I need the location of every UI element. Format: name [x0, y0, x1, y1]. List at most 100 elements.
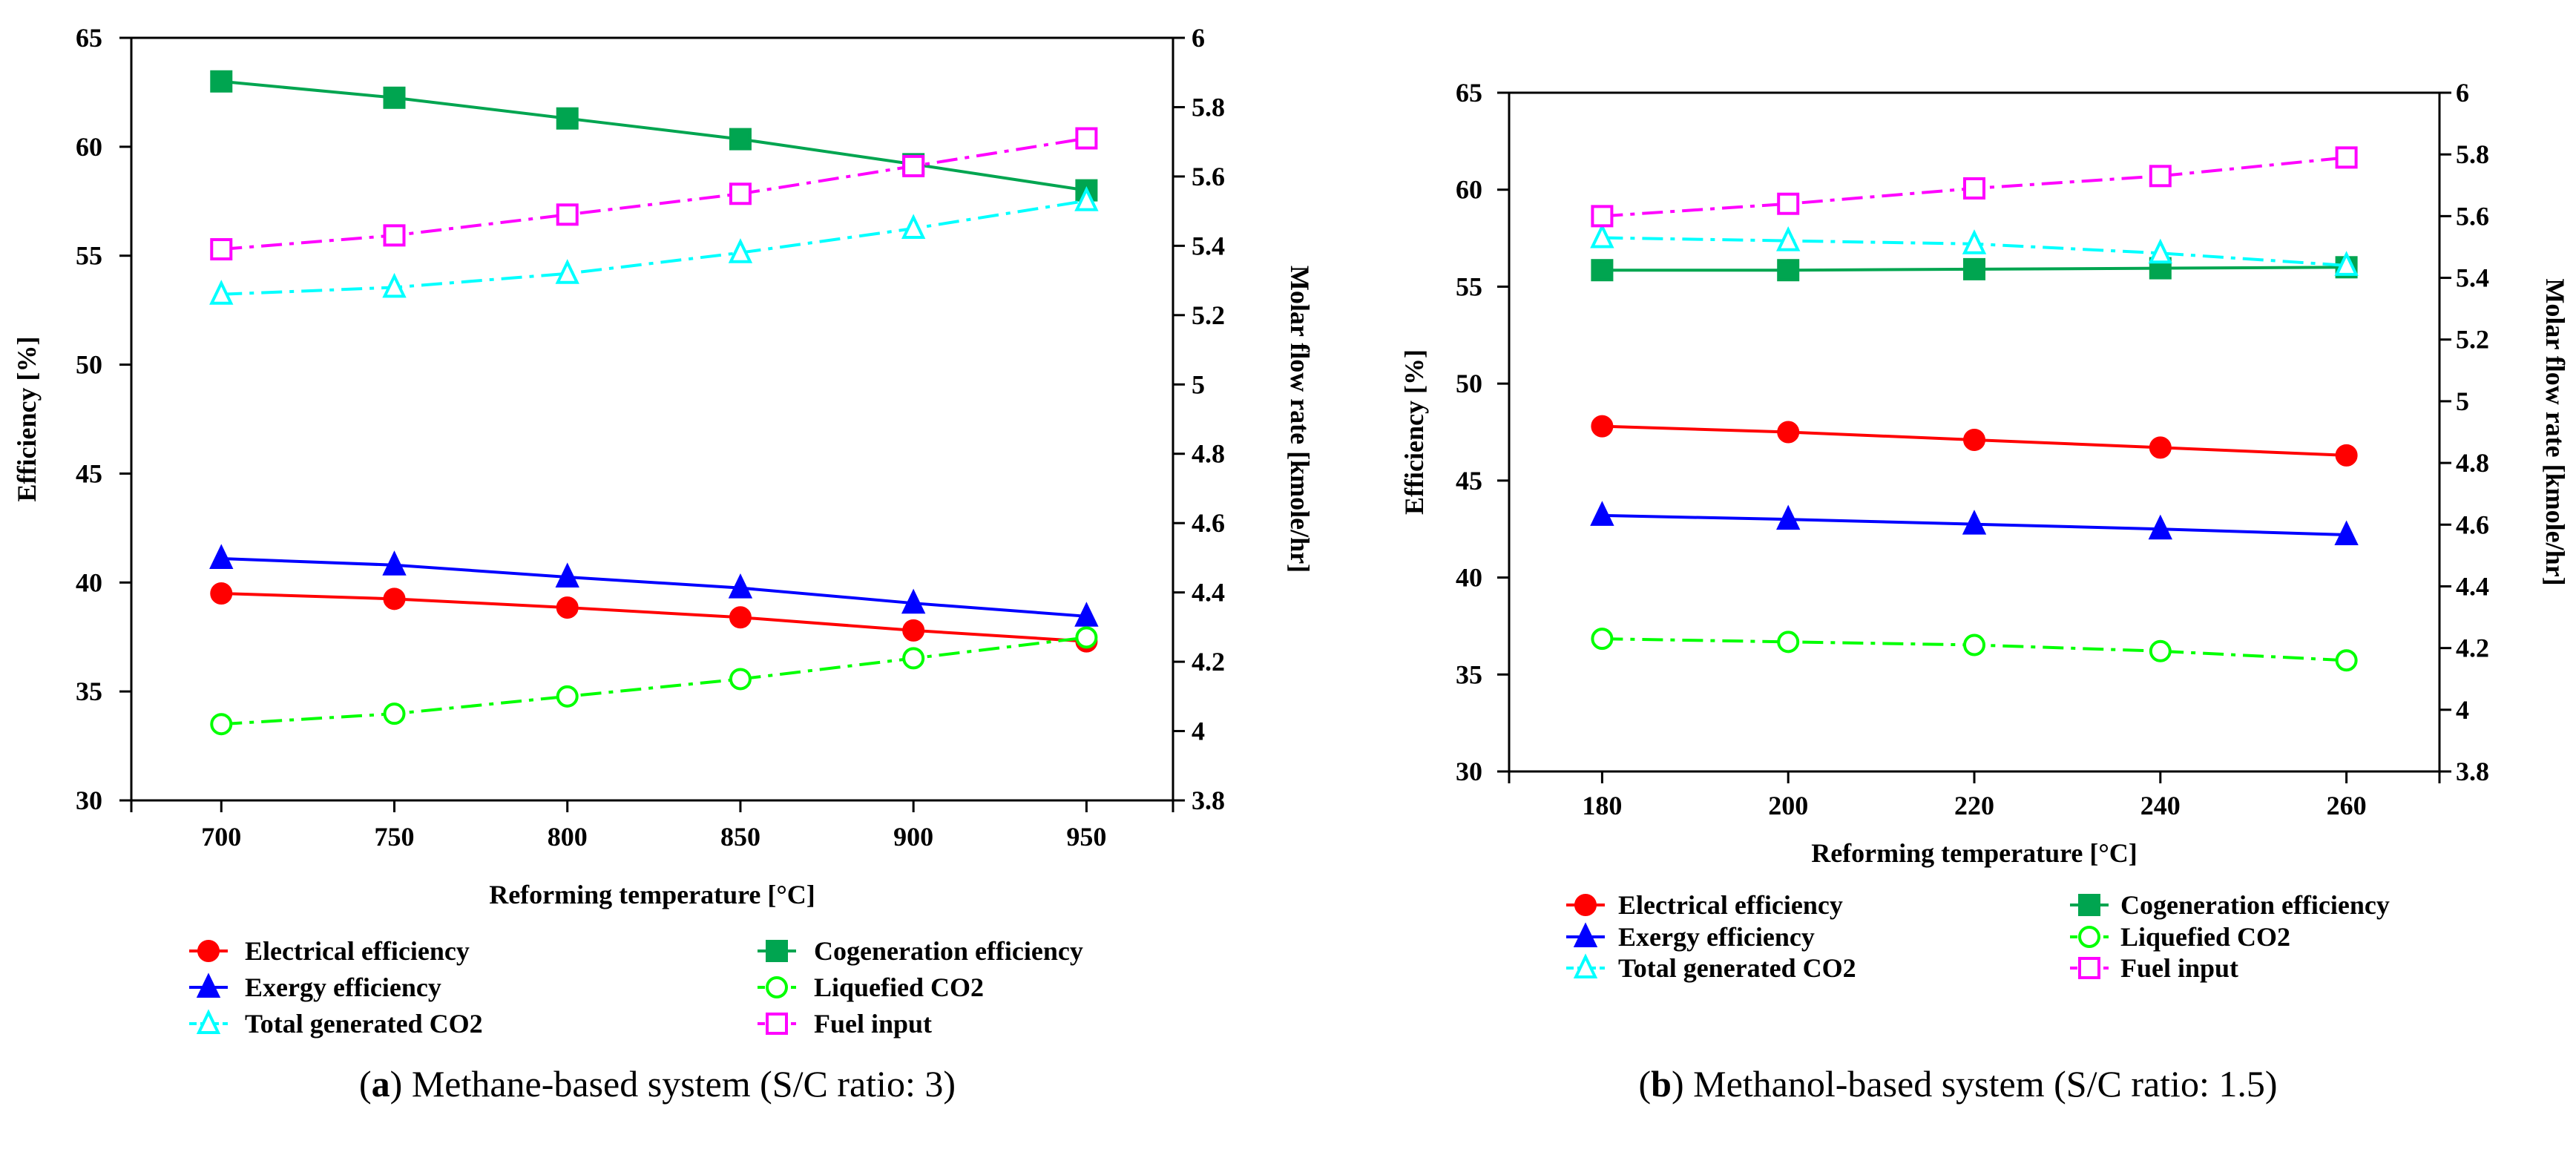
data-point [555, 562, 579, 588]
y-tick-label: 30 [1456, 757, 1482, 786]
data-point [729, 128, 752, 151]
legend-item: Total generated CO2 [1566, 953, 1856, 983]
y-tick-label: 50 [76, 350, 102, 380]
data-point [383, 224, 406, 247]
data-point [2148, 514, 2172, 540]
data-point [1777, 192, 1800, 215]
y-tick-label: 40 [1456, 563, 1482, 593]
legend-marker [197, 940, 220, 962]
y2-tick-label: 5.6 [1192, 162, 1225, 191]
data-point [2148, 238, 2172, 264]
data-point [1074, 186, 1099, 211]
y2-tick-label: 5.4 [2456, 263, 2489, 293]
y2-axis-title: Molar flow rate [kmole/hr] [1285, 266, 1315, 573]
data-point [1075, 127, 1098, 150]
data-point [556, 107, 579, 130]
chart-panel-a: 30 35 40 45 50 55 60 65 3.8 4 4.2 4.4 4.6 4.8 5 5.2 5.4 5… [12, 23, 1315, 1105]
data-point [1074, 602, 1099, 627]
y-tick-label: 60 [76, 132, 102, 162]
legend-marker [196, 1009, 221, 1034]
legend-label: Fuel input [814, 1009, 932, 1039]
data-point [383, 86, 406, 109]
x-tick-label: 240 [2140, 791, 2181, 820]
data-point [729, 668, 752, 691]
data-point [1590, 223, 1614, 249]
data-point [383, 702, 406, 725]
y2-tick-label: 4.2 [2456, 633, 2489, 663]
data-point [729, 606, 752, 629]
y-axis-title: Efficiency [%] [12, 337, 42, 502]
y2-tick-label: 4.6 [2456, 510, 2489, 539]
y2-tick-label: 3.8 [1192, 786, 1225, 815]
y-tick-label: 65 [1456, 78, 1482, 108]
y-tick-label: 45 [76, 458, 102, 488]
data-point [1963, 428, 1985, 451]
legend-label: Fuel input [2120, 953, 2238, 983]
data-point [210, 238, 233, 261]
data-point [2335, 444, 2358, 467]
legend-label: Exergy efficiency [245, 972, 441, 1002]
legend-item: Fuel input [758, 1009, 932, 1039]
data-point [209, 280, 234, 305]
legend-marker [766, 976, 788, 998]
data-point [2334, 520, 2359, 546]
data-point [2335, 649, 2358, 672]
y-tick-label: 50 [1456, 369, 1482, 398]
y2-tick-label: 5.4 [1192, 231, 1225, 260]
data-point [728, 238, 753, 263]
y2-tick-label: 4.8 [1192, 439, 1225, 469]
legend-item: Total generated CO2 [189, 1009, 483, 1039]
data-point [1962, 510, 1987, 535]
figure-caption: (b) Methanol-based system (S/C ratio: 1.… [1638, 1063, 2277, 1105]
data-point [1591, 628, 1614, 651]
data-point [2334, 251, 2359, 276]
data-point [2149, 639, 2172, 662]
legend-label: Electrical efficiency [245, 936, 470, 966]
x-tick-label: 180 [1582, 791, 1622, 820]
caption-label: a [372, 1063, 390, 1105]
legend-label: Electrical efficiency [1618, 890, 1843, 920]
legend-item: Electrical efficiency [189, 936, 470, 966]
y2-tick-label: 4.4 [2456, 571, 2489, 601]
series-line [221, 636, 1087, 726]
data-point [209, 544, 234, 569]
data-point [556, 685, 579, 708]
data-point [1075, 626, 1098, 649]
y2-tick-label: 5.6 [2456, 201, 2489, 231]
y2-tick-label: 4.2 [1192, 647, 1225, 677]
y2-tick-label: 4.6 [1192, 508, 1225, 538]
data-point [1963, 633, 1985, 656]
series-line [221, 556, 1087, 618]
legend-label: Total generated CO2 [245, 1009, 483, 1039]
data-point [1591, 205, 1614, 228]
legend-label: Cogeneration efficiency [2120, 890, 2390, 920]
y2-tick-label: 5 [2456, 386, 2469, 416]
y2-tick-label: 5 [1192, 369, 1205, 399]
data-point [555, 259, 579, 284]
series-line [221, 199, 1087, 296]
data-point [382, 272, 407, 298]
data-point [1776, 504, 1801, 530]
figure-caption: (a) Methane-based system (S/C ratio: 3) [359, 1063, 956, 1105]
legend-marker [1573, 953, 1598, 978]
legend-marker [2078, 957, 2100, 979]
legend-label: Exergy efficiency [1618, 922, 1815, 952]
series-line [221, 136, 1087, 251]
chart-panel-b: 30 35 40 45 50 55 60 65 3.8 4 4.2 4.4 4.6 4.8 5 5.2 5.4 5… [1399, 78, 2570, 1105]
data-point [902, 647, 925, 670]
series-total-generated-co2 [1590, 223, 2359, 276]
legend-marker [766, 940, 788, 962]
data-point [902, 619, 925, 642]
data-point [383, 588, 406, 610]
x-axis-title: Reforming temperature [°C] [1811, 838, 2138, 868]
y-tick-label: 45 [1456, 466, 1482, 496]
y2-tick-label: 4 [2456, 695, 2469, 725]
series-fuel-input [1591, 146, 2358, 228]
legend-label: Total generated CO2 [1618, 953, 1856, 983]
legend-item: Cogeneration efficiency [758, 936, 1083, 966]
data-point [1777, 421, 1800, 444]
data-point [2149, 436, 2172, 459]
legend-item: Liquefied CO2 [758, 972, 984, 1002]
caption-label: b [1651, 1063, 1672, 1105]
